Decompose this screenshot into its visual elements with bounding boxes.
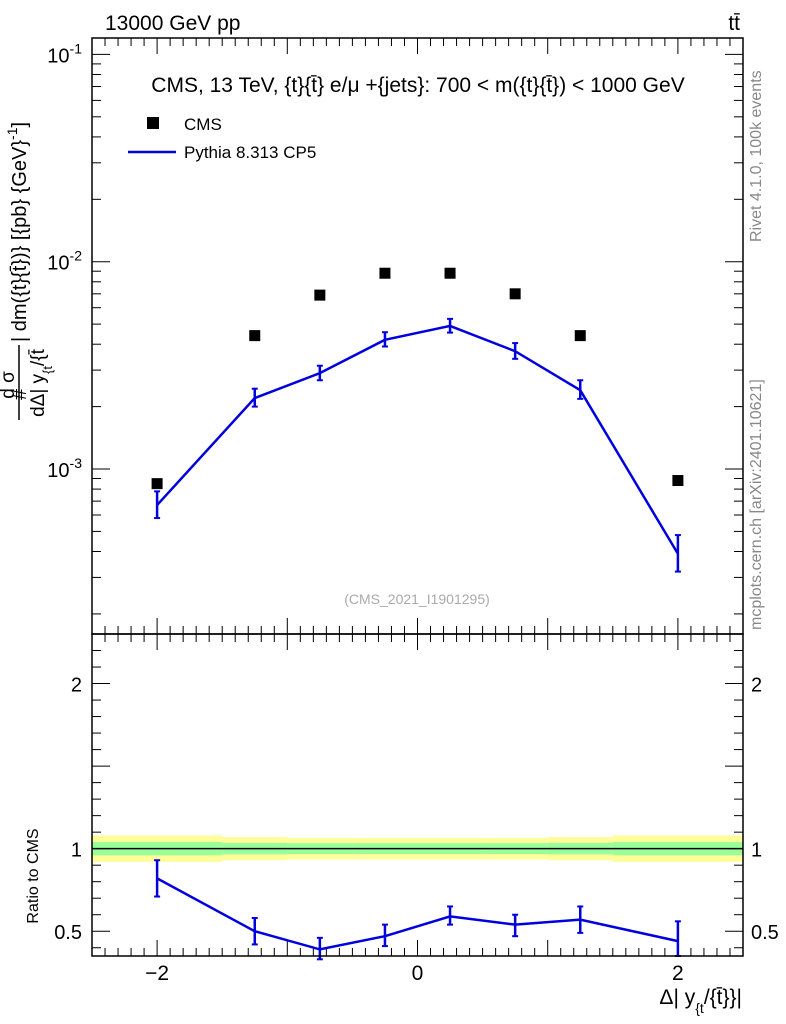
legend-marker-cms — [147, 117, 159, 129]
main-title: CMS, 13 TeV, {t}{t̄} e/μ +{jets}: 700 < … — [151, 74, 684, 97]
y-tick-label-base: 10 — [47, 253, 69, 275]
main-y-axis-label: # d σ dΔ| y{t/{t̄ | dm({t}{t̄})} [{pb} {… — [0, 122, 55, 420]
legend-label-pythia: Pythia 8.313 CP5 — [184, 143, 316, 162]
y-label-close: ] — [9, 122, 31, 128]
y-tick-label-ratio-left: 2 — [71, 675, 82, 697]
y-tick-label-ratio-right: 2 — [751, 675, 762, 697]
cms-data-point — [509, 288, 521, 300]
y-label-rest-group: | dm({t}{t̄})} [{pb} {GeV}-1] — [4, 122, 31, 342]
cms-data-point — [151, 478, 163, 490]
x-tick-label: −2 — [145, 962, 169, 985]
x-label-main: Δ| y — [659, 986, 695, 1009]
y-tick-label-main: 10-2 — [47, 248, 82, 275]
y-tick-label-ratio-left: 0.5 — [54, 922, 82, 944]
y-tick-label-ratio-left: 1 — [71, 840, 82, 862]
ratio-line — [156, 877, 679, 951]
y-label-frac-den: dΔ| y — [28, 373, 49, 416]
x-tick-label: 0 — [412, 962, 424, 985]
cms-data-point — [249, 330, 261, 342]
process-label: tt̄ — [728, 12, 740, 35]
x-label-tail: /{t̄}}| — [704, 986, 742, 1009]
legend: CMS Pythia 8.313 CP5 — [128, 115, 316, 162]
y-label-frac-den-tail: /{t̄ — [28, 348, 49, 366]
cms-data-point — [379, 267, 391, 279]
energy-label: 13000 GeV pp — [105, 12, 240, 35]
y-label-rest: | dm({t}{t̄})} [{pb} {GeV} — [9, 140, 31, 342]
cms-data-point — [314, 289, 326, 301]
pythia-line — [156, 324, 679, 555]
y-label-frac-den-sub: {t — [40, 366, 55, 374]
analysis-watermark: (CMS_2021_I1901295) — [344, 591, 490, 607]
y-tick-label-ratio-right: 1 — [751, 840, 762, 862]
y-tick-label-main: 10-3 — [47, 455, 82, 482]
cms-data-point — [574, 330, 586, 342]
y-tick-label-base: 10 — [47, 460, 69, 482]
ratio-y-axis-label: Ratio to CMS — [25, 828, 42, 923]
x-axis-label: Δ| y{t/{t̄}}| — [659, 986, 742, 1016]
y-label-prefix: # — [9, 388, 31, 400]
y-tick-label-exp: -2 — [70, 248, 83, 264]
legend-label-cms: CMS — [184, 115, 222, 134]
y-tick-label-ratio-right: 0.5 — [751, 922, 779, 944]
y-label-frac-num: d σ — [0, 371, 19, 399]
y-label-frac-den-group: dΔ| y{t/{t̄ — [28, 348, 55, 417]
y-tick-label-main: 10-1 — [47, 40, 82, 67]
y-tick-label-exp: -1 — [70, 40, 83, 56]
y-label-sup: -1 — [4, 127, 20, 140]
x-tick-label: 2 — [672, 962, 684, 985]
x-label-sub: {t — [695, 1000, 704, 1016]
mcplots-label: mcplots.cern.ch [arXiv:2401.10621] — [748, 379, 765, 630]
cms-data-point — [672, 475, 684, 487]
y-tick-label-base: 10 — [47, 45, 69, 67]
y-tick-label-exp: -3 — [70, 455, 83, 471]
ratio-plot-frame — [91, 633, 744, 957]
cms-data-point — [444, 267, 456, 279]
rivet-label: Rivet 4.1.0, 100k events — [748, 70, 765, 242]
